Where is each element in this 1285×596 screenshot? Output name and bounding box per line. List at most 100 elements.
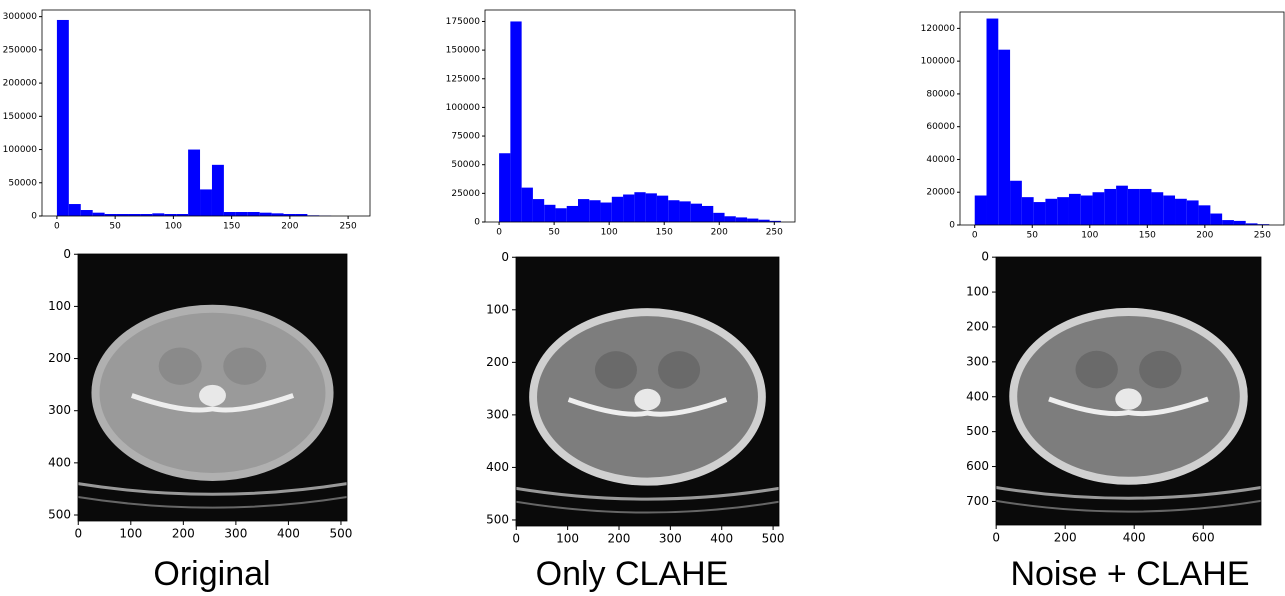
histogram-bar [1163,195,1176,225]
histogram-bar [68,204,81,216]
histogram-bar [1127,188,1140,225]
histogram-bar [1139,188,1152,225]
x-tick-label: 500 [330,527,353,541]
x-tick-label: 0 [54,222,60,232]
histogram-bar [668,200,680,222]
histogram-bar [295,214,308,216]
x-tick-label: 300 [224,527,247,541]
table-line [995,499,1262,513]
histogram-bar [634,192,646,222]
y-tick-label: 100 [48,299,71,313]
y-tick-label: 100000 [3,145,38,155]
histogram-bar [1257,224,1270,225]
y-tick-label: 60000 [926,122,955,132]
x-tick-label: 200 [1054,531,1077,545]
pelvis-bone [130,393,295,413]
plot-frame [484,9,796,223]
histogram-bar [974,195,987,225]
x-tick-label: 400 [277,527,300,541]
histogram-bar [1057,197,1069,225]
y-tick-label: 50000 [8,178,37,188]
histogram-bar [702,205,714,222]
histogram-bar [92,212,105,216]
histogram-bar [1104,188,1117,225]
histogram-bar [1210,213,1223,225]
x-tick-label: 0 [992,531,1000,545]
histogram-bar [1198,205,1211,225]
histogram-bar [104,214,117,216]
pelvis-bone [1048,396,1209,417]
histogram-bar [200,189,212,216]
histogram-bar [747,218,759,222]
x-tick-label: 400 [710,532,733,546]
x-tick-label: 200 [172,527,195,541]
vertebra [1115,388,1142,410]
image-frame [77,253,348,522]
histogram-bar [769,220,781,222]
histogram-bar [116,214,129,216]
y-tick-label: 0 [949,221,955,231]
histogram-bar [1116,185,1128,225]
histogram-bar [1092,192,1105,225]
y-tick-label: 400 [966,389,989,403]
histogram-bar [259,212,272,216]
histogram-bar [735,217,748,222]
caption: Original [153,555,270,593]
x-tick-label: 100 [119,527,142,541]
organ [223,347,267,385]
histogram-bar [164,214,177,216]
y-tick-label: 200 [486,355,509,369]
histogram-bar [283,214,296,216]
histogram-bar [235,212,248,216]
x-tick-label: 50 [548,228,560,238]
histogram-bar [611,196,624,222]
histogram-bar [1033,202,1046,225]
histogram-bar [1068,193,1081,225]
histogram-bar [566,205,578,222]
histogram-bar [128,214,141,216]
x-tick-label: 250 [340,222,357,232]
histogram-bar [223,212,236,216]
y-tick-label: 125000 [446,74,481,84]
y-tick-label: 150000 [3,112,38,122]
histogram-bar [589,200,601,222]
histogram-bar [713,212,725,222]
organ [1075,350,1118,389]
histogram-bar [211,164,224,216]
histogram-bar [1222,220,1234,225]
y-tick-label: 75000 [451,132,480,142]
x-tick-label: 100 [165,222,182,232]
histogram-bar [188,149,201,216]
table-line [515,486,780,501]
caption: Only CLAHE [536,555,729,593]
y-tick-label: 25000 [451,189,480,199]
histogram-bar [555,208,567,222]
y-tick-label: 100 [486,302,509,316]
y-tick-label: 120000 [921,24,956,34]
y-tick-label: 500 [486,512,509,526]
x-tick-label: 200 [608,532,631,546]
x-tick-label: 100 [601,228,618,238]
y-tick-label: 300 [486,407,509,421]
histogram-bar [998,49,1011,225]
y-tick-label: 20000 [926,188,955,198]
histogram-bar [645,193,657,222]
histogram-bar [510,21,522,223]
histogram-bar [1245,223,1258,225]
y-tick-label: 250000 [3,45,38,55]
table-line [77,482,348,496]
vertebra [199,384,226,407]
plot-frame [41,9,371,217]
y-tick-label: 0 [474,218,480,228]
y-tick-label: 50000 [451,160,480,170]
y-tick-label: 0 [981,250,989,264]
histogram-bar [176,214,189,216]
histogram-bar [1233,220,1246,225]
histogram-bar [271,213,284,216]
histogram-bar [499,153,511,222]
y-tick-label: 150000 [446,46,481,56]
x-tick-label: 150 [223,222,240,232]
table-line [77,495,348,509]
